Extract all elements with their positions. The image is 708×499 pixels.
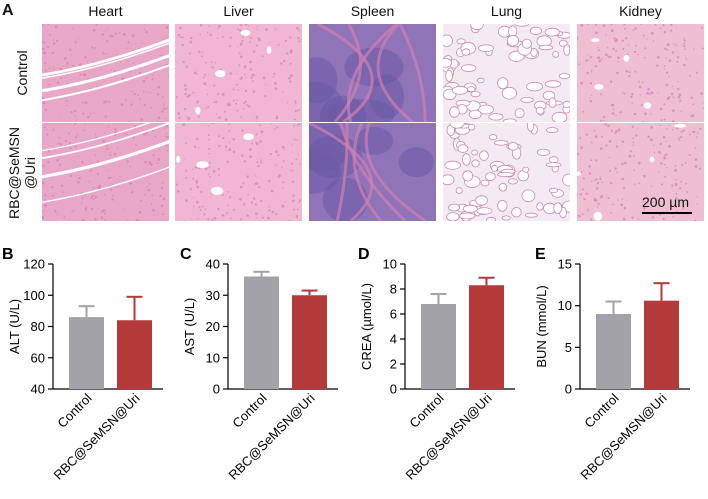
- chart-b-tick-label-80: 80: [31, 319, 45, 334]
- chart-d-tick-label-2: 2: [390, 357, 397, 372]
- tissue-image-liver-row2: [175, 123, 302, 221]
- scale-bar: [642, 212, 692, 214]
- panel-letter-b: B: [2, 246, 14, 263]
- chart-c-tick-label-30: 30: [206, 288, 220, 303]
- chart-b-category-label-2: RBC@SeMSN@Uri: [51, 390, 143, 482]
- tissue-image-liver-row1: [175, 24, 302, 122]
- chart-c-tick-label-10: 10: [206, 350, 220, 365]
- chart-c-bar-2: [292, 295, 327, 389]
- organ-label-kidney: Kidney: [619, 3, 662, 19]
- chart-c-tick-label-20: 20: [206, 319, 220, 334]
- chart-e-tick-label-0: 0: [565, 382, 572, 397]
- organ-label-spleen: Spleen: [350, 3, 395, 19]
- chart-c-bar-1: [244, 276, 279, 389]
- row-label-treatment-line2: @Uri: [22, 156, 38, 190]
- chart-e-tick-label-15: 15: [558, 257, 572, 272]
- chart-b-tick-label-120: 120: [23, 257, 45, 272]
- chart-d-tick-label-10: 10: [383, 257, 397, 272]
- chart-c-tick-label-0: 0: [213, 382, 220, 397]
- chart-b-bar-2: [117, 320, 152, 389]
- organ-label-liver: Liver: [223, 3, 254, 19]
- tissue-image-lung-row1: [443, 24, 570, 122]
- row-label-control-text: Control: [14, 50, 30, 96]
- tissue-image-spleen-row2: [309, 123, 436, 221]
- chart-b-tick-label-40: 40: [31, 382, 45, 397]
- chart-e-category-label-1: Control: [581, 390, 621, 430]
- tissue-image-kidney-row2: [577, 123, 704, 221]
- chart-e-bar-2: [644, 300, 679, 389]
- chart-d-tick-label-4: 4: [390, 332, 397, 347]
- chart-d-bar-2: [469, 285, 504, 389]
- chart-d-tick-label-0: 0: [390, 382, 397, 397]
- chart-d-category-label-2: RBC@SeMSN@Uri: [403, 390, 495, 482]
- tissue-image-spleen-row1: [309, 24, 436, 122]
- chart-e-tick-label-5: 5: [565, 340, 572, 355]
- panel-letter-a: A: [2, 2, 14, 19]
- panel-letter-e: E: [535, 246, 546, 263]
- chart-d-tick-label-6: 6: [390, 307, 397, 322]
- chart-c-category-label-1: Control: [229, 390, 269, 430]
- chart-b-tick-label-100: 100: [23, 288, 45, 303]
- chart-b-category-label-1: Control: [54, 390, 94, 430]
- row-label-treatment-line1: RBC@SeMSN: [6, 127, 22, 220]
- tissue-image-heart-row1: [42, 24, 169, 122]
- scale-bar-label: 200 µm: [642, 194, 689, 210]
- tissue-image-lung-row2: [443, 123, 570, 221]
- row-label-control: Control: [14, 24, 30, 122]
- chart-d-y-label: CREA (µmol/L): [359, 283, 374, 370]
- row-label-treatment: RBC@SeMSN @Uri: [6, 124, 38, 222]
- chart-d-tick-label-8: 8: [390, 282, 397, 297]
- chart-d-bar-1: [421, 304, 456, 389]
- organ-label-heart: Heart: [88, 3, 123, 19]
- chart-c-tick-label-40: 40: [206, 257, 220, 272]
- chart-e-category-label-2: RBC@SeMSN@Uri: [578, 390, 670, 482]
- chart-e-y-label: BUN (mmol/L): [534, 285, 549, 367]
- panel-letter-c: C: [180, 246, 192, 263]
- tissue-image-heart-row2: [42, 123, 169, 221]
- chart-b-bar-1: [69, 317, 104, 389]
- chart-c-y-label: AST (U/L): [182, 298, 197, 356]
- organ-label-lung: Lung: [490, 3, 523, 19]
- chart-c-category-label-2: RBC@SeMSN@Uri: [226, 390, 318, 482]
- tissue-image-kidney-row1: [577, 24, 704, 122]
- chart-b-tick-label-60: 60: [31, 350, 45, 365]
- chart-e-bar-1: [596, 314, 631, 389]
- panel-letter-d: D: [358, 246, 370, 263]
- chart-d-category-label-1: Control: [406, 390, 446, 430]
- chart-e-tick-label-10: 10: [558, 298, 572, 313]
- chart-b-y-label: ALT (U/L): [7, 299, 22, 354]
